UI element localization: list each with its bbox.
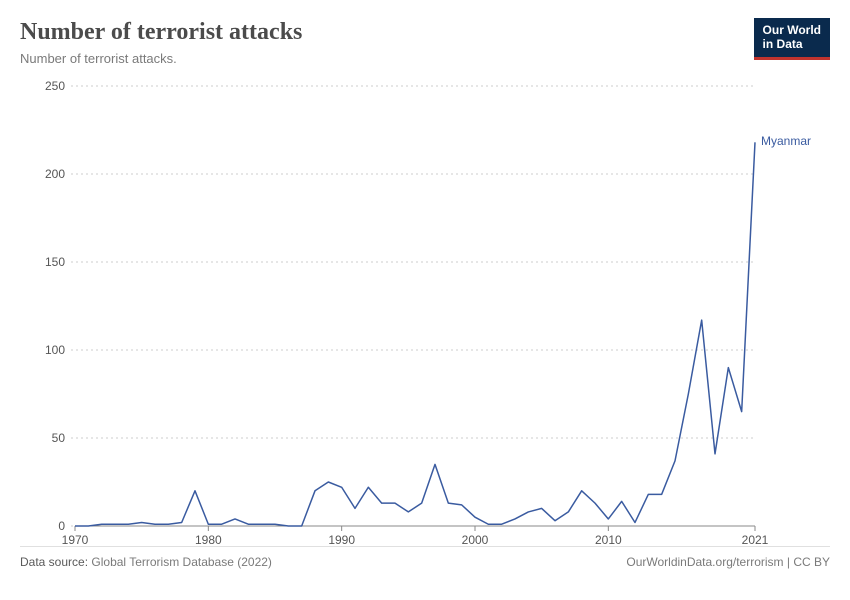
svg-text:2021: 2021 (742, 533, 769, 546)
page-title: Number of terrorist attacks (20, 18, 302, 47)
svg-text:150: 150 (45, 255, 65, 269)
title-block: Number of terrorist attacks Number of te… (20, 18, 302, 66)
series-label-myanmar: Myanmar (761, 134, 811, 148)
footer-attribution: OurWorldinData.org/terrorism | CC BY (626, 555, 830, 569)
page-subtitle: Number of terrorist attacks. (20, 51, 302, 66)
svg-text:100: 100 (45, 343, 65, 357)
footer: Data source: Global Terrorism Database (… (20, 546, 830, 569)
svg-text:2000: 2000 (462, 533, 489, 546)
footer-source: Data source: Global Terrorism Database (… (20, 555, 272, 569)
owid-logo: Our World in Data (754, 18, 830, 60)
chart-area: 050100150200250197019801990200020102021 … (20, 76, 830, 546)
svg-text:0: 0 (58, 519, 65, 533)
footer-source-value: Global Terrorism Database (2022) (91, 555, 272, 569)
svg-text:2010: 2010 (595, 533, 622, 546)
footer-source-label: Data source: (20, 555, 88, 569)
svg-text:1980: 1980 (195, 533, 222, 546)
svg-text:200: 200 (45, 167, 65, 181)
svg-text:1990: 1990 (328, 533, 355, 546)
svg-text:1970: 1970 (62, 533, 89, 546)
svg-text:50: 50 (52, 431, 66, 445)
line-chart: 0 50 100 150 200 250 1970 1980 1990 2000 2010 2021 (20, 76, 830, 546)
header: Number of terrorist attacks Number of te… (20, 18, 830, 66)
chart-container: Number of terrorist attacks Number of te… (0, 0, 850, 600)
svg-text:250: 250 (45, 79, 65, 93)
